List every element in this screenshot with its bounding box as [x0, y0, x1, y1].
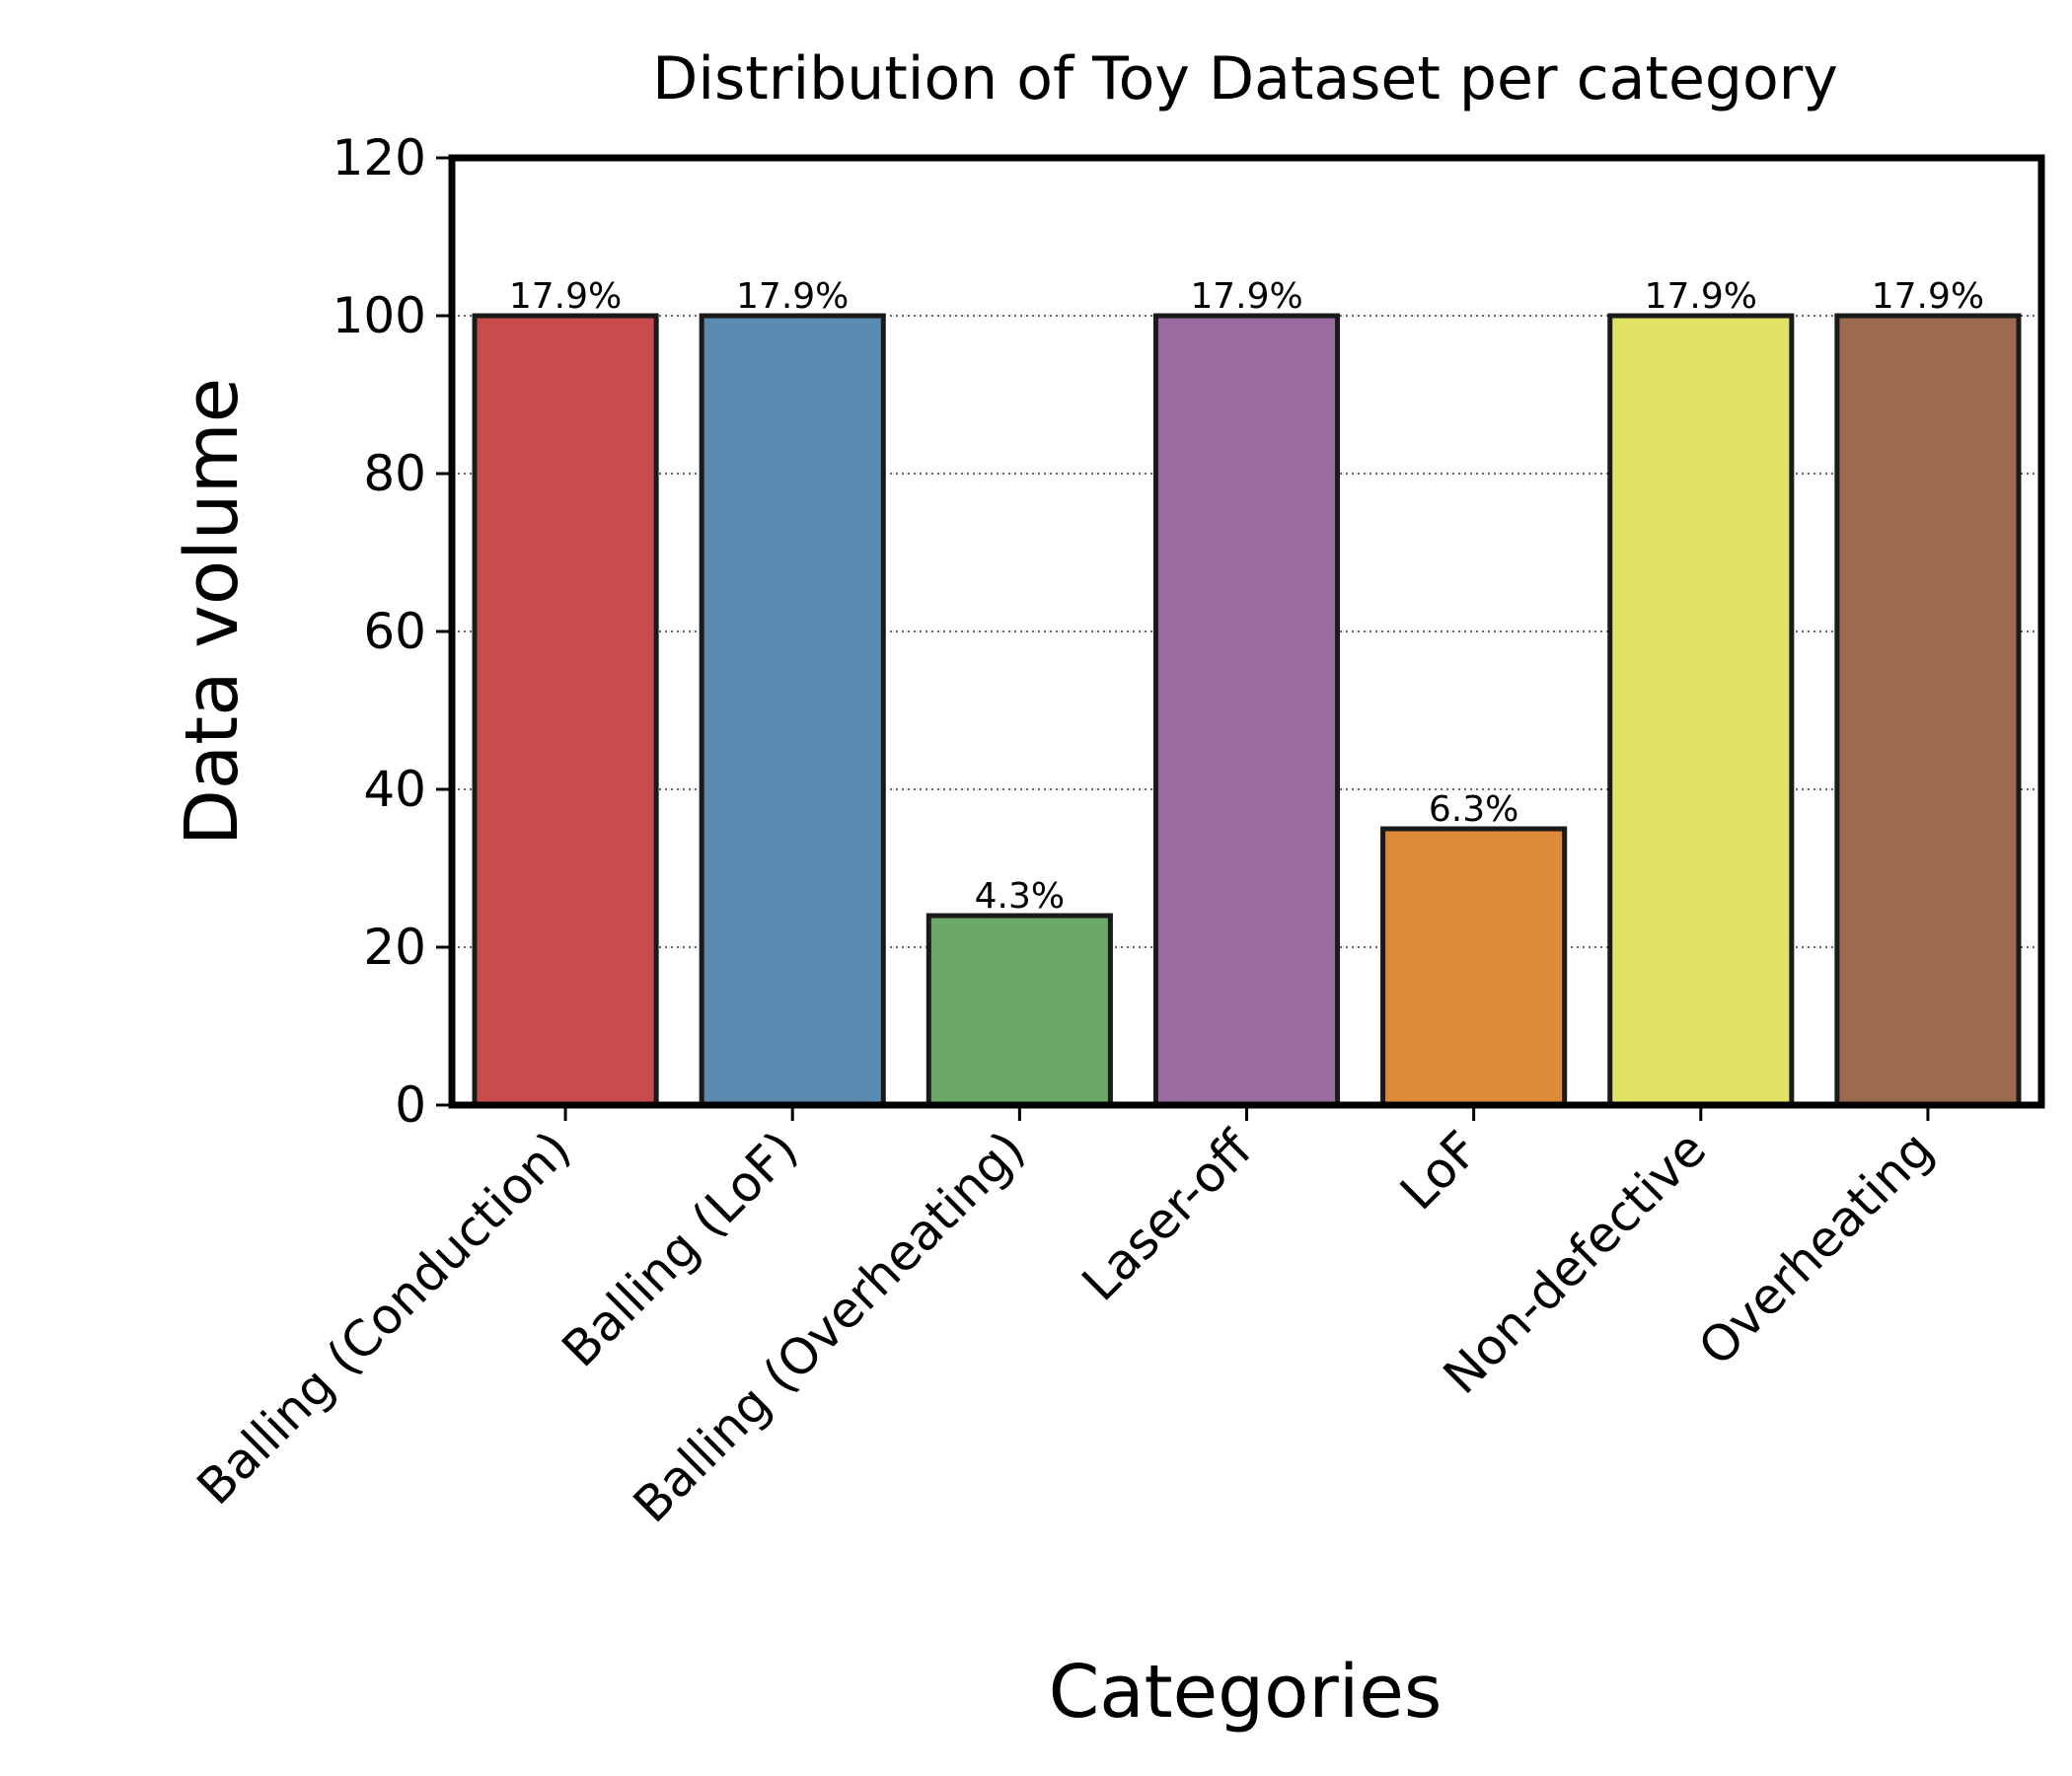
y-tick-label: 80	[363, 445, 426, 502]
bar	[699, 313, 886, 1108]
x-tick-label: LoF	[1389, 1120, 1490, 1221]
bar	[1380, 826, 1568, 1108]
data-label: 4.3%	[975, 876, 1065, 917]
y-axis-ticks: 0 20 40 60 80 100 120	[333, 129, 452, 1134]
bar	[925, 913, 1113, 1108]
data-label: 17.9%	[509, 276, 622, 317]
x-axis-label: Categories	[1049, 1650, 1443, 1735]
x-tick-label: Overheating	[1688, 1120, 1945, 1376]
data-label: 17.9%	[1872, 276, 1984, 317]
data-label: 6.3%	[1429, 789, 1518, 830]
y-tick-label: 100	[333, 287, 426, 344]
x-tick-label: Balling (Conduction)	[186, 1120, 582, 1516]
bars	[472, 313, 2022, 1108]
y-tick-label: 20	[363, 919, 426, 976]
x-tick-label: Balling (Overheating)	[623, 1120, 1036, 1533]
x-axis-ticks: Balling (Conduction)Balling (LoF)Balling…	[186, 1105, 1945, 1533]
bar	[472, 313, 659, 1108]
y-tick-label: 60	[363, 603, 426, 660]
y-axis-label: Data volume	[170, 378, 255, 846]
y-tick-label: 40	[363, 761, 426, 818]
data-label: 17.9%	[1190, 276, 1302, 317]
x-tick-label: Laser-off	[1072, 1119, 1264, 1311]
x-tick-label: Balling (LoF)	[552, 1120, 809, 1377]
bar	[1607, 313, 1795, 1108]
y-tick-label: 0	[395, 1076, 426, 1134]
data-label: 17.9%	[1645, 276, 1757, 317]
chart-title: Distribution of Toy Dataset per category	[652, 44, 1838, 113]
data-label: 17.9%	[736, 276, 849, 317]
bar	[1152, 313, 1341, 1108]
data-labels: 17.9% 17.9% 4.3% 17.9% 6.3% 17.9% 17.9%	[509, 276, 1984, 917]
y-tick-label: 120	[333, 129, 426, 186]
bar	[1834, 313, 2022, 1108]
